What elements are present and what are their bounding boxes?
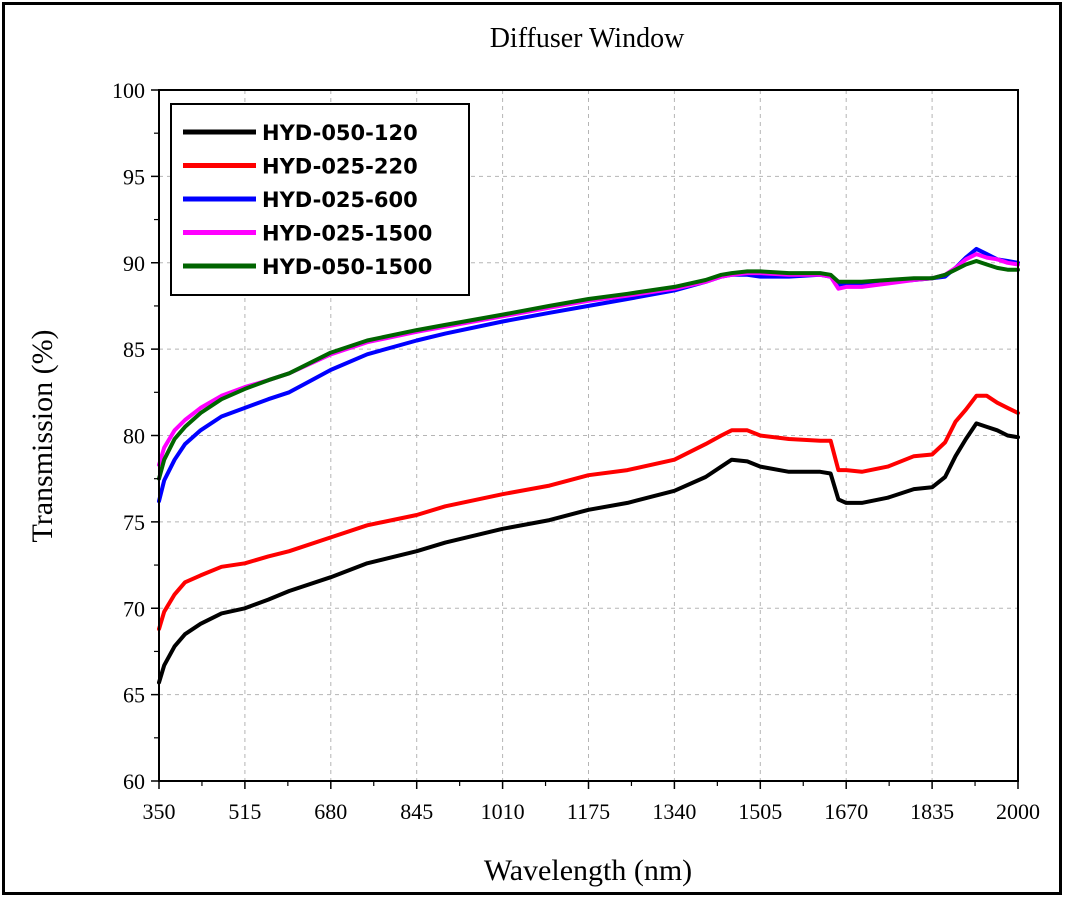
x-tick-label: 845 [400, 799, 433, 824]
x-tick-label: 1505 [738, 799, 782, 824]
series-line-2 [157, 393, 1020, 631]
x-tick-label: 1010 [481, 799, 525, 824]
legend-label: HYD-050-1500 [262, 255, 432, 279]
x-tick-label: 1835 [910, 799, 954, 824]
y-tick-labels: 60 65 70 75 80 85 90 95 100 [112, 78, 145, 794]
y-tick-label: 60 [123, 769, 145, 794]
y-tick-label: 80 [123, 424, 145, 449]
y-tick-label: 90 [123, 251, 145, 276]
x-tick-label: 680 [314, 799, 347, 824]
legend-label: HYD-025-600 [262, 188, 418, 212]
series-line-1 [157, 421, 1020, 685]
axis-ticks [151, 89, 1019, 789]
x-tick-label: 1340 [652, 799, 696, 824]
y-tick-label: 70 [123, 596, 145, 621]
x-tick-label: 350 [143, 799, 176, 824]
x-tick-labels: 350 515 680 845 1010 1175 1340 1505 1670 1835 2000 [143, 799, 1041, 824]
x-tick-label: 1670 [824, 799, 868, 824]
x-tick-label: 2000 [996, 799, 1040, 824]
y-axis-title: Transmission (%) [26, 329, 59, 542]
series-line-5 [157, 259, 1020, 481]
legend-label: HYD-050-120 [262, 121, 418, 145]
x-tick-label: 515 [228, 799, 261, 824]
x-axis-title: Wavelength (nm) [484, 854, 692, 887]
y-tick-label: 75 [123, 510, 145, 535]
x-tick-label: 1175 [567, 799, 610, 824]
y-tick-label: 95 [123, 164, 145, 189]
series-layer [157, 246, 1020, 685]
y-tick-label: 100 [112, 78, 145, 103]
legend: HYD-050-120 HYD-025-220 HYD-025-600 HYD-025… [170, 103, 470, 296]
y-tick-label: 65 [123, 683, 145, 708]
chart-title: Diffuser Window [490, 23, 685, 54]
legend-label: HYD-025-1500 [262, 222, 432, 246]
y-tick-label: 85 [123, 337, 145, 362]
legend-label: HYD-025-220 [262, 155, 418, 179]
